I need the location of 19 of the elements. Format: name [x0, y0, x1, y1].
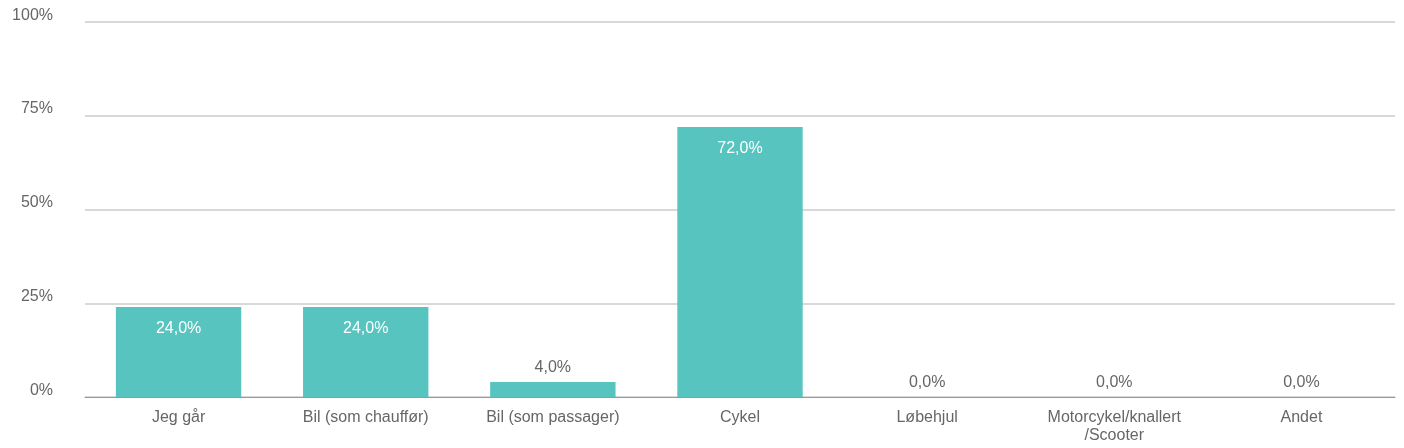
x-tick-label: Andet	[1280, 407, 1323, 425]
x-tick-label: Cykel	[719, 407, 761, 425]
y-tick-label: 0%	[29, 380, 53, 398]
data-label: 0,0%	[908, 372, 946, 390]
data-label: 0,0%	[1283, 372, 1320, 390]
x-tick-label: Bil (som passager)	[486, 407, 620, 425]
data-label: 0,0%	[1096, 372, 1133, 390]
x-tick-label: Løbehjul	[896, 407, 958, 425]
x-tick-label: Bil (som chauffør)	[302, 407, 429, 425]
y-tick-label: 50%	[20, 193, 53, 210]
x-tick-label: Jeg går	[151, 407, 206, 425]
y-tick-label: 100%	[12, 5, 53, 23]
y-tick-label: 25%	[20, 286, 53, 304]
data-label: 24,0%	[343, 318, 389, 336]
y-tick-label: 75%	[20, 99, 53, 117]
data-label: 72,0%	[717, 138, 763, 156]
data-label: 24,0%	[155, 318, 202, 336]
data-label: 4,0%	[534, 357, 572, 375]
x-tick-label: Motorcykel/knallert/Scooter	[1047, 407, 1182, 443]
